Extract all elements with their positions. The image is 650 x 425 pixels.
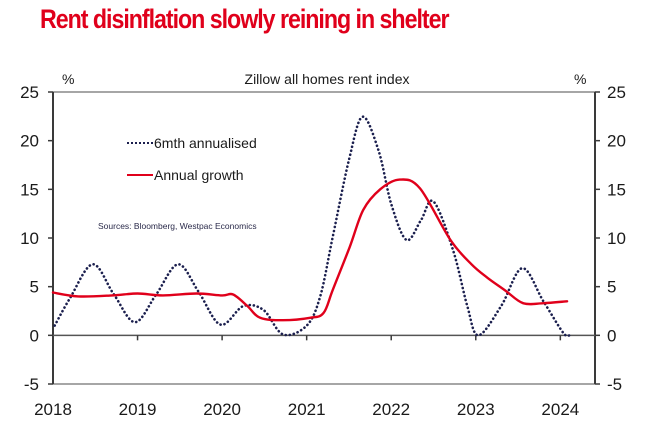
right-axis-unit: % (574, 71, 586, 87)
legend-label-annual-growth: Annual growth (154, 167, 244, 183)
right-y-tick-label: -5 (607, 375, 622, 394)
right-y-tick-label: 20 (607, 132, 626, 151)
left-y-tick-label: 20 (20, 132, 39, 151)
left-y-tick-label: 25 (20, 83, 39, 102)
x-tick-label: 2018 (34, 400, 72, 419)
series-line-annual-growth (51, 178, 569, 322)
right-y-tick-label: 10 (607, 229, 626, 248)
left-y-tick-label: 15 (20, 180, 39, 199)
x-tick-label: 2022 (372, 400, 410, 419)
x-tick-label: 2020 (203, 400, 241, 419)
x-tick-label: 2023 (457, 400, 495, 419)
right-y-tick-label: 15 (607, 180, 626, 199)
left-y-tick-label: 0 (30, 326, 39, 345)
right-y-tick-label: 0 (607, 326, 616, 345)
left-axis-unit: % (62, 71, 74, 87)
x-tick-label: 2019 (119, 400, 157, 419)
left-y-tick-label: 10 (20, 229, 39, 248)
series-line-6mth-annualised (53, 115, 572, 338)
legend: 6mth annualised Annual growth (127, 135, 257, 183)
left-y-tick-label: -5 (24, 375, 39, 394)
x-tick-label: 2021 (288, 400, 326, 419)
legend-label-6mth-annualised: 6mth annualised (154, 135, 257, 151)
left-y-tick-label: 5 (30, 278, 39, 297)
right-y-tick-label: 5 (607, 278, 616, 297)
source-note: Sources: Bloomberg, Westpac Economics (98, 221, 257, 231)
x-tick-label: 2024 (541, 400, 579, 419)
right-y-tick-label: 25 (607, 83, 626, 102)
chart-title: Zillow all homes rent index (245, 71, 410, 87)
headline: Rent disinflation slowly reining in shel… (40, 4, 450, 34)
